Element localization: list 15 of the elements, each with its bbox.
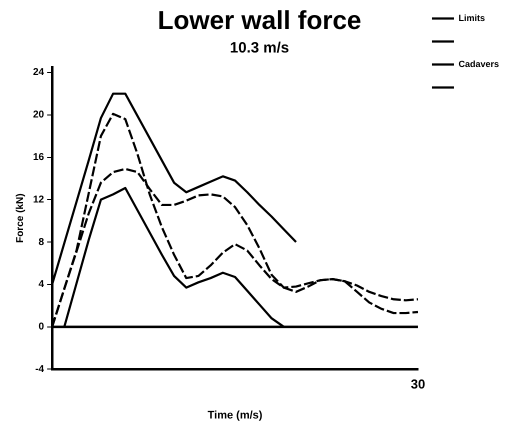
- y-axis-title: Force (kN): [14, 193, 26, 243]
- y-tick-label: 20: [33, 110, 45, 121]
- y-tick-label: 8: [38, 236, 45, 248]
- text: 30: [410, 376, 426, 392]
- y-tick-label: -4: [35, 364, 45, 375]
- x-axis-title: Time (m/s): [208, 409, 263, 422]
- y-tick-label: 12: [33, 194, 45, 206]
- chart-title: Lower wall force: [158, 4, 362, 35]
- chart-subtitle: 10.3 m/s: [230, 39, 290, 56]
- y-tick-label: 24: [33, 67, 45, 78]
- legend-label: Limits: [458, 12, 485, 23]
- y-tick-label: 0: [38, 322, 45, 333]
- y-tick-label: 4: [38, 279, 45, 290]
- legend-label: Cadavers: [458, 58, 500, 69]
- y-tick-label: 16: [33, 152, 45, 164]
